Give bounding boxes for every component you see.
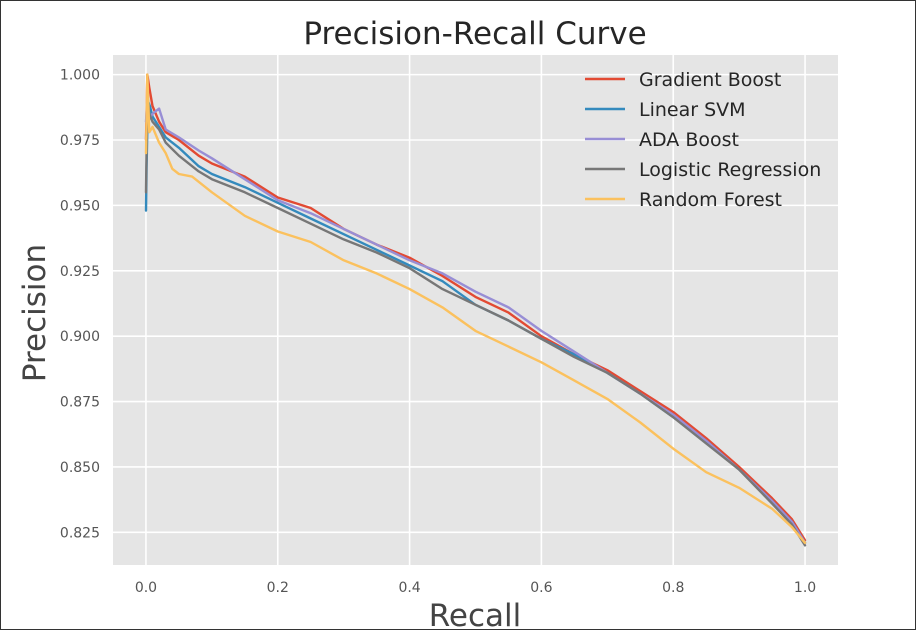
y-tick-label: 0.950: [60, 198, 100, 214]
x-tick-label: 0.0: [135, 580, 157, 596]
legend-label-linear-svm: Linear SVM: [639, 99, 746, 121]
legend-label-ada-boost: ADA Boost: [639, 129, 739, 151]
x-tick-label: 0.8: [662, 580, 684, 596]
chart-title: Precision-Recall Curve: [303, 16, 646, 52]
series-line-ada-boost: [144, 99, 807, 544]
grid-lines: [113, 55, 838, 565]
series-line-logistic-regression: [144, 91, 807, 547]
legend-label-random-forest: Random Forest: [639, 189, 782, 211]
x-tick-label: 0.6: [530, 580, 552, 596]
x-tick-label: 0.2: [267, 580, 289, 596]
series-line-random-forest: [144, 73, 807, 544]
y-tick-label: 0.825: [60, 525, 100, 541]
x-axis-label: Recall: [429, 598, 522, 630]
x-tick-label: 0.4: [398, 580, 420, 596]
y-tick-label: 0.875: [60, 395, 100, 411]
x-tick-label: 1.0: [794, 580, 816, 596]
legend-label-gradient-boost: Gradient Boost: [639, 69, 781, 91]
y-axis-ticks: 1.000 0.975 0.950 0.925 0.900 0.875 0.850 0.825: [60, 68, 100, 542]
y-tick-label: 0.850: [60, 460, 100, 476]
y-tick-label: 0.900: [60, 329, 100, 345]
legend: Gradient Boost Linear SVM ADA Boost Logisti…: [585, 69, 821, 211]
x-axis-ticks: 0.0 0.2 0.4 0.6 0.8 1.0: [135, 580, 816, 596]
y-tick-label: 0.975: [60, 133, 100, 149]
y-tick-label: 1.000: [60, 68, 100, 84]
series-lines: [144, 73, 807, 547]
y-axis-label: Precision: [17, 244, 53, 382]
legend-label-logistic-regression: Logistic Regression: [639, 159, 821, 181]
y-tick-label: 0.925: [60, 264, 100, 280]
